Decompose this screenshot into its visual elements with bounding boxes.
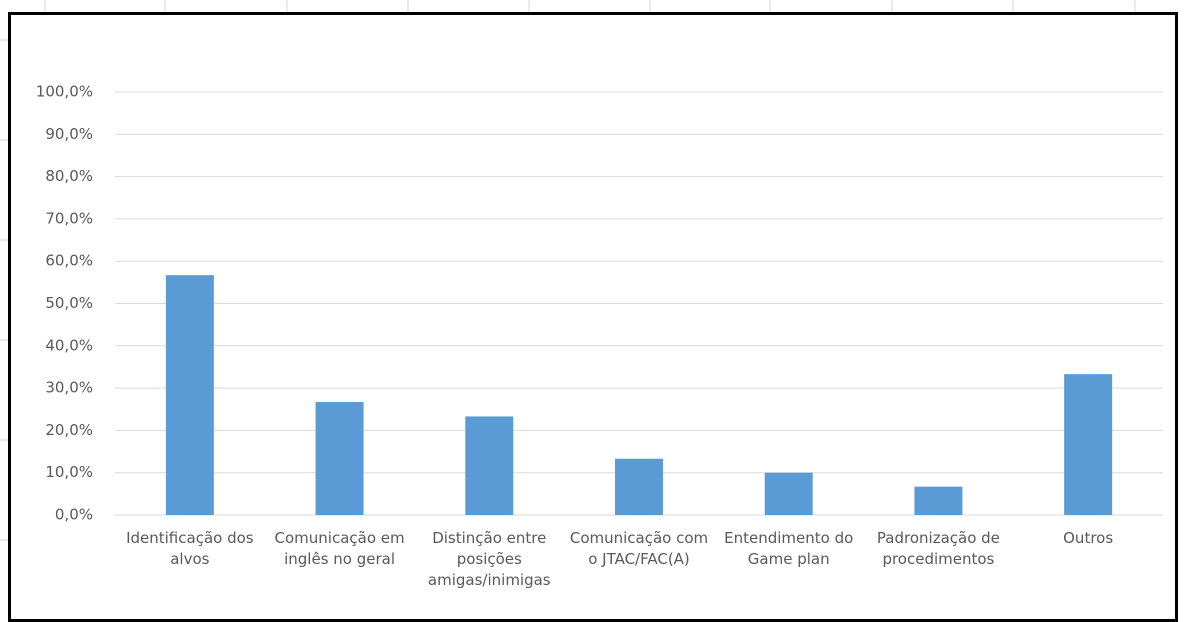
y-tick-label: 30,0%: [45, 379, 93, 397]
bar: [465, 416, 514, 515]
y-tick-label: 70,0%: [45, 209, 93, 227]
bar: [1064, 374, 1113, 515]
x-tick-label: Outros: [1063, 529, 1114, 547]
y-tick-label: 10,0%: [45, 463, 93, 481]
x-tick-label: Distinção entre posições amigas/inimigas: [427, 529, 551, 589]
bar: [165, 275, 214, 515]
bar: [315, 402, 364, 515]
x-tick-label: Comunicação com o JTAC/FAC(A): [569, 529, 709, 568]
x-tick-label: Padronização de procedimentos: [876, 529, 1000, 568]
y-tick-label: 20,0%: [45, 421, 93, 439]
x-tick-label: Comunicação em inglês no geral: [274, 529, 405, 568]
bar: [615, 458, 663, 515]
bar: [914, 486, 963, 515]
y-tick-label: 40,0%: [45, 336, 93, 354]
y-tick-label: 80,0%: [45, 167, 93, 185]
y-tick-label: 50,0%: [45, 294, 93, 312]
x-tick-label: Entendimento do Game plan: [724, 529, 854, 568]
y-tick-label: 100,0%: [36, 83, 93, 101]
y-tick-label: 60,0%: [45, 252, 93, 270]
bar: [764, 472, 813, 515]
y-tick-label: 90,0%: [45, 125, 93, 143]
x-tick-label: Identificação dos alvos: [126, 529, 254, 568]
y-tick-label: 0,0%: [55, 506, 93, 524]
